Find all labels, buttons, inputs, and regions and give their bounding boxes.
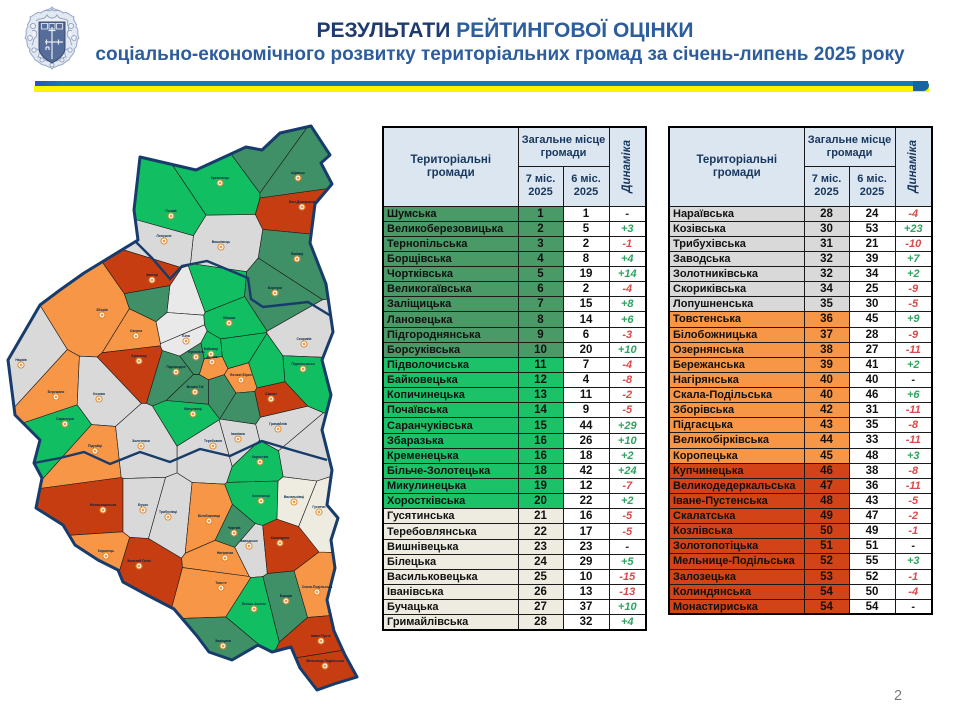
svg-text:Хоростків: Хоростків (252, 455, 269, 459)
svg-text:Мельниця-Подільська: Мельниця-Подільська (306, 659, 344, 663)
svg-text:Борщів: Борщів (280, 594, 292, 598)
svg-text:Чортків: Чортків (228, 526, 241, 530)
svg-text:Тернопіль: Тернопіль (187, 350, 204, 354)
svg-text:Більче-Золоте: Більче-Золоте (242, 602, 266, 606)
svg-text:Колиндяни: Колиндяни (271, 536, 290, 540)
svg-text:Гримайлів: Гримайлів (269, 422, 287, 426)
svg-text:Копичинці: Копичинці (252, 494, 269, 498)
svg-text:Великі Гаї: Великі Гаї (187, 385, 205, 389)
svg-text:Байківці: Байківці (204, 347, 218, 351)
svg-text:Бережани: Бережани (48, 390, 65, 394)
svg-text:Золотий Потік: Золотий Потік (127, 559, 151, 563)
svg-text:Іване-Пусте: Іване-Пусте (311, 634, 331, 638)
svg-text:Підволочиськ: Підволочиськ (291, 362, 315, 366)
svg-text:Монастириська: Монастириська (90, 503, 116, 507)
svg-text:Великі Бірки: Великі Бірки (230, 373, 251, 377)
svg-text:Васильківці: Васильківці (284, 495, 304, 499)
svg-text:Бучач: Бучач (138, 503, 148, 507)
svg-text:Лопушне: Лопушне (156, 234, 171, 238)
svg-text:Борсуки: Борсуки (268, 286, 282, 290)
svg-text:Залізці: Залізці (146, 273, 158, 277)
svg-text:Микулинці: Микулинці (184, 407, 202, 411)
svg-text:Білобожниця: Білобожниця (198, 514, 220, 518)
svg-text:Іванівка: Іванівка (231, 432, 245, 436)
svg-text:Збараж: Збараж (223, 316, 236, 320)
svg-text:Трибухівці: Трибухівці (159, 510, 177, 514)
svg-text:Коропець: Коропець (98, 549, 114, 553)
svg-text:Заводське: Заводське (240, 539, 258, 543)
svg-text:Нагірянка: Нагірянка (217, 551, 233, 555)
svg-text:Саранчуки: Саранчуки (56, 417, 74, 421)
svg-text:Підгородне: Підгородне (166, 365, 185, 369)
svg-text:Шумськ: Шумськ (291, 171, 305, 175)
svg-text:Заліщики: Заліщики (215, 639, 231, 643)
svg-text:Підгайці: Підгайці (88, 444, 102, 448)
svg-text:Теребовля: Теребовля (204, 439, 222, 443)
svg-text:Почаїв: Почаїв (165, 209, 176, 213)
svg-text:Вишнівець: Вишнівець (212, 240, 230, 244)
svg-text:Зборів: Зборів (96, 308, 107, 312)
svg-text:Золотники: Золотники (132, 439, 150, 443)
svg-text:Ланівці: Ланівці (291, 252, 304, 256)
svg-text:Купчинці: Купчинці (131, 354, 146, 358)
svg-text:Нараїв: Нараїв (15, 358, 26, 362)
svg-text:Кременець: Кременець (211, 176, 229, 180)
svg-text:Скалат: Скалат (265, 392, 277, 396)
svg-text:Гусятин: Гусятин (312, 505, 325, 509)
svg-text:Товсте: Товсте (215, 581, 226, 585)
svg-text:Біла: Біла (182, 334, 190, 338)
svg-text:Скала-Подільська: Скала-Подільська (302, 585, 333, 589)
svg-text:Озерна: Озерна (130, 329, 142, 333)
svg-text:Вел.Дедеркали: Вел.Дедеркали (289, 200, 315, 204)
svg-text:Козова: Козова (93, 392, 105, 396)
svg-text:Скориків: Скориків (296, 337, 311, 341)
